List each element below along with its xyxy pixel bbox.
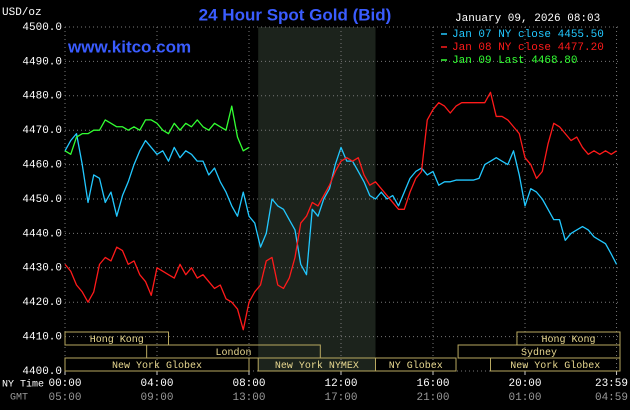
x-label: NY Time (2, 379, 44, 391)
y-tick-label: 4420.0 (22, 297, 62, 309)
watermark: www.kitco.com (67, 37, 191, 56)
y-tick-label: 4500.0 (22, 22, 62, 34)
session-label: Hong Kong (90, 335, 144, 346)
session-label: Hong Kong (541, 335, 595, 346)
x-tick-label: 23:59 (595, 378, 628, 390)
gmt-tick-label: 05:00 (48, 392, 81, 404)
session-box (490, 357, 621, 372)
line-layer (64, 91, 618, 331)
legend-label: Jan 07 NY close 4455.50 (452, 29, 604, 41)
timestamp: January 09, 2026 08:03 (455, 13, 600, 25)
y-tick-label: 4400.0 (22, 366, 62, 378)
series-line (64, 105, 250, 155)
x-tick-label: 20:00 (509, 378, 542, 390)
session-label: New York Globex (510, 360, 600, 372)
gmt-tick-label: 13:00 (232, 392, 265, 404)
x2-label: GMT (10, 393, 28, 404)
y-tick-label: 4440.0 (22, 228, 62, 240)
gmt-tick-label: 01:00 (509, 392, 542, 404)
session-label: New York Globex (112, 360, 202, 372)
session-box (64, 331, 170, 346)
y-label: USD/oz (2, 7, 42, 19)
legend-label: Jan 09 Last 4468.80 (452, 55, 577, 67)
session-box (64, 357, 250, 372)
legend-label: Jan 08 NY close 4477.20 (452, 42, 604, 54)
y-tick-label: 4450.0 (22, 194, 62, 206)
series-line (64, 91, 617, 331)
x-tick-label: 16:00 (416, 378, 449, 390)
series-line (64, 132, 618, 276)
y-tick-label: 4490.0 (22, 56, 62, 68)
y-tick-label: 4470.0 (22, 125, 62, 137)
session-box (375, 357, 457, 372)
x-tick-label: 04:00 (140, 378, 173, 390)
gmt-tick-label: 17:00 (324, 392, 357, 404)
y-tick-label: 4410.0 (22, 332, 62, 344)
y-tick-label: 4430.0 (22, 263, 62, 275)
session-label: London (215, 347, 251, 359)
gmt-tick-label: 09:00 (140, 392, 173, 404)
session-label: New York NYMEX (275, 360, 359, 372)
y-tick-label: 4480.0 (22, 91, 62, 103)
gmt-tick-label: 21:00 (416, 392, 449, 404)
y-tick-label: 4460.0 (22, 160, 62, 172)
session-label: Sydney (521, 347, 557, 359)
x-tick-label: 08:00 (232, 378, 265, 390)
x-tick-label: 00:00 (48, 378, 81, 390)
session-label: NY Globex (389, 360, 443, 372)
chart-title: 24 Hour Spot Gold (Bid) (199, 5, 392, 24)
gmt-tick-label: 04:59 (595, 392, 628, 404)
x-tick-label: 12:00 (324, 378, 357, 390)
